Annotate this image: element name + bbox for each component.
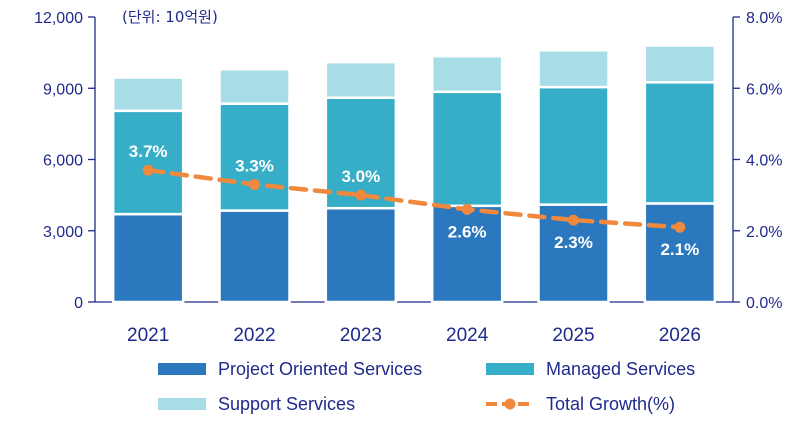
y-right-tick-label: 4.0% (746, 153, 782, 170)
y-right-tick-label: 8.0% (746, 10, 782, 27)
legend-label-1: Managed Services (546, 359, 695, 379)
growth-point (568, 214, 579, 226)
bar-2021-series-1 (111, 109, 185, 216)
x-tick-label: 2025 (552, 325, 594, 346)
legend-swatch-1 (486, 363, 534, 375)
growth-data-label: 3.7% (129, 142, 168, 161)
growth-data-label: 3.3% (235, 156, 274, 175)
legend-swatch-2 (158, 398, 206, 410)
legend-label-2: Support Services (218, 394, 355, 414)
bar-2022-series-1 (218, 102, 291, 212)
growth-point (461, 203, 473, 215)
legend-label-3: Total Growth(%) (546, 394, 675, 414)
bar-2024-series-2 (430, 54, 504, 94)
growth-data-label: 2.1% (660, 240, 699, 259)
growth-point (674, 221, 686, 233)
bar-2021-series-0 (111, 212, 185, 304)
growth-point (249, 178, 260, 190)
legend-swatch-marker (504, 398, 516, 410)
bar-2025-series-2 (537, 49, 610, 89)
bar-2026-series-1 (643, 81, 717, 205)
x-tick-label: 2022 (233, 325, 275, 346)
bar-2024-series-1 (430, 90, 504, 208)
x-tick-label: 2023 (340, 325, 382, 346)
legend-swatch-0 (158, 363, 206, 375)
bar-2026-series-0 (643, 202, 717, 304)
bar-2021-series-2 (111, 76, 185, 113)
bar-2023-series-0 (324, 206, 398, 304)
x-tick-label: 2026 (659, 325, 701, 346)
bar-2026-series-2 (643, 44, 717, 84)
unit-note: (단위: 10억원) (122, 8, 218, 26)
plot-area: 0 3,000 6,000 9,000 12,000 0.0% 2.0% 4.0% 6.0% 8.… (34, 10, 782, 346)
growth-data-label: 2.6% (448, 222, 487, 241)
y-left-tick-label: 6,000 (43, 153, 83, 170)
bar-2023-series-2 (324, 60, 398, 99)
y-left-tick-label: 0 (74, 295, 83, 312)
growth-data-label: 2.3% (554, 233, 593, 252)
y-left-tick-label: 9,000 (43, 81, 83, 98)
x-tick-label: 2021 (127, 325, 169, 346)
bar-2022-series-2 (218, 68, 291, 105)
bar-2025-series-1 (537, 85, 610, 206)
x-tick-label: 2024 (446, 325, 489, 346)
legend-label-0: Project Oriented Services (218, 359, 422, 379)
y-left-tick-label: 3,000 (43, 224, 83, 241)
growth-data-label: 3.0% (341, 167, 380, 186)
growth-point (355, 189, 367, 201)
growth-point (142, 164, 154, 176)
y-right-tick-label: 2.0% (746, 224, 782, 241)
bar-2022-series-0 (218, 209, 291, 304)
y-right-tick-label: 6.0% (746, 81, 782, 98)
growth-line (145, 167, 683, 230)
bar-2024-series-0 (430, 204, 504, 304)
y-right-tick-label: 0.0% (746, 295, 782, 312)
y-left-tick-label: 12,000 (34, 10, 83, 27)
legend: Project Oriented Services Managed Service… (158, 359, 695, 414)
